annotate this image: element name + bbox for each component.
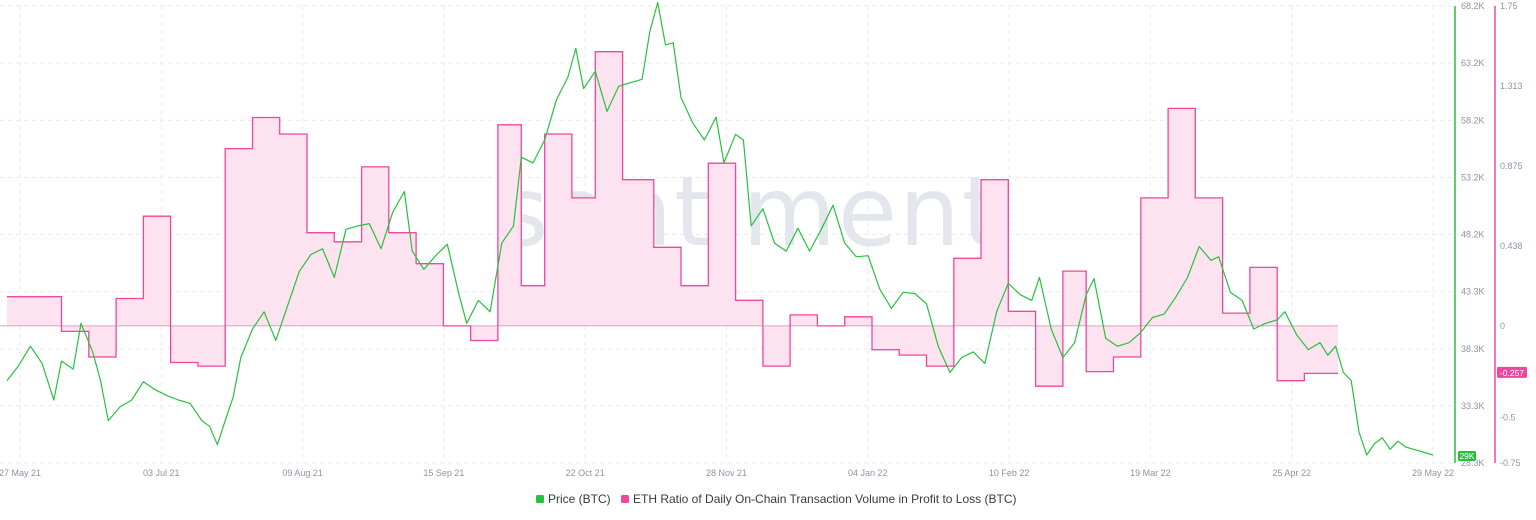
y-right-tick-label: -0.75: [1500, 458, 1521, 468]
legend: Price (BTC) ETH Ratio of Daily On-Chain …: [536, 492, 1016, 506]
x-tick-label: 22 Oct 21: [566, 468, 605, 478]
ratio-series: [0, 51, 1338, 387]
y-left-tick-label: 58.2K: [1461, 115, 1485, 125]
ratio-last-badge: [1497, 366, 1527, 378]
y-left-tick-label: 53.2K: [1461, 172, 1485, 182]
x-tick-label: 19 Mar 22: [1130, 468, 1171, 478]
x-tick-label: 27 May 21: [0, 468, 41, 478]
y-left-tick-label: 68.2K: [1461, 1, 1485, 11]
ratio-line: [7, 51, 1338, 387]
y-left-tick-label: 43.3K: [1461, 287, 1485, 297]
price-last-badge: [1458, 451, 1476, 461]
x-tick-label: 04 Jan 22: [848, 468, 888, 478]
legend-ratio-swatch: [621, 495, 629, 503]
ratio-area: [7, 51, 1338, 387]
x-tick-label: 28 Nov 21: [706, 468, 747, 478]
legend-price-label: Price (BTC): [548, 492, 611, 506]
y-right-tick-label: 0.875: [1500, 161, 1523, 171]
y-right-tick-label: 0: [1500, 321, 1505, 331]
legend-ratio-label: ETH Ratio of Daily On-Chain Transaction …: [633, 492, 1016, 506]
x-tick-label: 09 Aug 21: [282, 468, 323, 478]
y-left-tick-label: 48.2K: [1461, 230, 1485, 240]
y-left-tick-label: 38.3K: [1461, 344, 1485, 354]
x-tick-label: 25 Apr 22: [1272, 468, 1311, 478]
y-right-tick-label: 1.313: [1500, 81, 1523, 91]
y-right-tick-label: 0.438: [1500, 241, 1523, 251]
y-right-tick-label: -0.5: [1500, 412, 1516, 422]
x-tick-label: 03 Jul 21: [143, 468, 180, 478]
y-left-tick-label: 28.3K: [1461, 458, 1485, 468]
price-last-value: 29K: [1459, 451, 1474, 461]
y-left-tick-label: 33.3K: [1461, 401, 1485, 411]
price-series: [6, 2, 1434, 456]
x-tick-label: 29 May 22: [1412, 468, 1454, 478]
legend-price-swatch: [536, 495, 544, 503]
y-left-tick-label: 63.2K: [1461, 58, 1485, 68]
price-line: [6, 2, 1434, 456]
x-tick-label: 10 Feb 22: [989, 468, 1030, 478]
chart-axes: 68.2K 63.2K 58.2K 53.2K 48.2K 43.3K 38.3K 33.3K…: [0, 1, 1527, 478]
x-tick-label: 15 Sep 21: [423, 468, 464, 478]
y-right-tick-label: 1.75: [1500, 1, 1518, 11]
ratio-last-value: -0.257: [1500, 368, 1524, 378]
